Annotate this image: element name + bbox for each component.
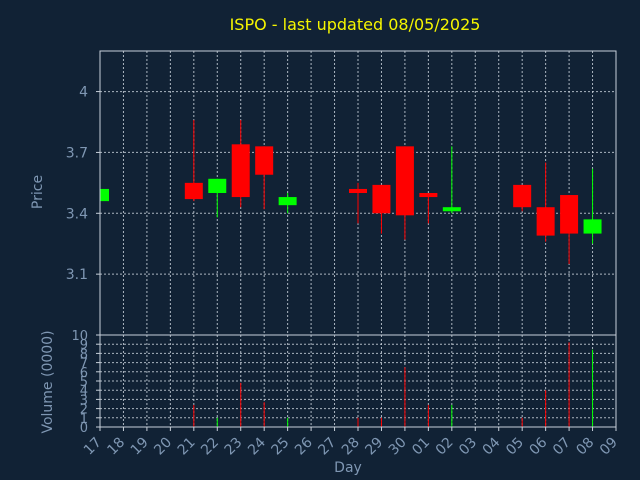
candle-body	[255, 146, 274, 175]
candle-body	[395, 146, 414, 216]
volume-y-tick-label: 3	[80, 393, 88, 408]
candle	[560, 195, 579, 264]
volume-y-tick-label: 1	[80, 412, 88, 427]
price-axis-label: Price	[30, 175, 46, 209]
candle	[278, 193, 297, 214]
candle-body	[372, 184, 391, 214]
volume-y-tick-label: 2	[80, 403, 88, 418]
candle-body	[583, 219, 602, 234]
x-tick-label: 30	[386, 435, 410, 459]
x-tick-label: 03	[456, 435, 480, 459]
candle-body	[536, 207, 555, 236]
candle-body	[278, 197, 297, 206]
candle	[419, 193, 438, 224]
x-tick-label: 23	[222, 435, 246, 459]
volume-y-tick-label: 9	[80, 338, 88, 353]
chart-title: ISPO - last updated 08/05/2025	[230, 15, 481, 34]
volume-bars	[193, 342, 594, 427]
candle	[349, 182, 367, 224]
volume-y-tick-label: 7	[80, 357, 88, 372]
candle	[395, 146, 414, 240]
x-tick-label: 06	[527, 434, 551, 458]
x-tick-label: 04	[480, 434, 504, 458]
x-tick-label: 18	[104, 435, 128, 459]
x-tick-label: 28	[339, 435, 363, 459]
candle-body	[208, 178, 227, 193]
candle-body	[184, 182, 203, 200]
x-tick-label: 20	[151, 435, 175, 459]
x-axis-label: Day	[334, 460, 362, 476]
price-y-ticks: 3.1 3.4 3.7 4	[66, 85, 100, 283]
candle	[255, 146, 274, 210]
x-tick-label: 26	[292, 434, 316, 458]
x-tick-label: 08	[573, 435, 597, 459]
candle	[99, 188, 109, 202]
candle-body	[100, 188, 109, 202]
candle-body	[513, 184, 532, 208]
volume-y-tick-label: 10	[71, 329, 88, 344]
price-y-tick-label: 3.7	[66, 145, 88, 161]
price-candles	[99, 119, 602, 264]
x-tick-label: 05	[503, 435, 527, 459]
candle	[208, 178, 227, 218]
price-y-tick-label: 3.4	[66, 206, 88, 222]
volume-axis-label: Volume (0000)	[40, 330, 56, 433]
candle	[513, 184, 532, 212]
x-ticks: 17 18 19 20 21 22 23 24 25 26 27 28 29 30 01 02 03 04 05 06…	[81, 427, 621, 458]
x-tick-label: 25	[269, 435, 293, 459]
candle	[231, 119, 250, 208]
x-tick-label: 17	[81, 435, 105, 459]
x-tick-label: 21	[175, 435, 199, 459]
price-y-tick-label: 4	[79, 85, 88, 101]
x-tick-label: 01	[409, 435, 433, 459]
price-y-tick-label: 3.1	[66, 267, 88, 283]
x-tick-label: 27	[315, 435, 339, 459]
candle-body	[349, 188, 367, 193]
x-tick-label: 29	[362, 435, 386, 459]
candle-body	[560, 195, 579, 234]
x-tick-label: 02	[433, 435, 457, 459]
volume-y-tick-label: 6	[80, 366, 88, 381]
candle	[184, 119, 203, 202]
x-tick-label: 09	[597, 435, 621, 459]
x-tick-label: 24	[245, 434, 269, 458]
candle	[372, 184, 391, 234]
candle-body	[231, 144, 250, 198]
candle-body	[419, 193, 438, 198]
x-tick-label: 22	[198, 435, 222, 459]
x-tick-label: 19	[128, 435, 152, 459]
volume-grid	[99, 334, 617, 428]
x-tick-label: 07	[550, 435, 574, 459]
candle	[442, 146, 461, 214]
candle-body	[442, 207, 461, 212]
candle	[536, 162, 555, 242]
candle	[583, 168, 602, 244]
volume-y-tick-label: 0	[80, 421, 88, 436]
volume-y-tick-label: 4	[80, 384, 88, 399]
volume-y-tick-label: 5	[80, 375, 88, 390]
volume-y-tick-label: 8	[80, 347, 88, 362]
